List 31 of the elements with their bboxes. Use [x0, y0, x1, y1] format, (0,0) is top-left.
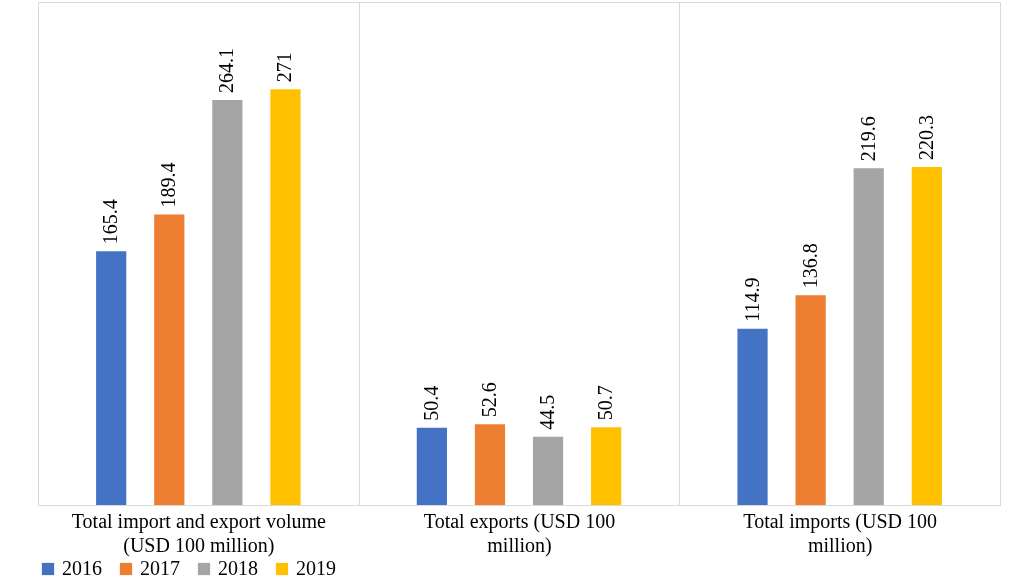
data-label: 271 — [273, 52, 296, 83]
bar — [270, 89, 301, 505]
data-label: 50.4 — [419, 385, 442, 421]
bar — [212, 99, 243, 505]
legend-label: 2017 — [140, 557, 180, 579]
bar — [96, 251, 127, 505]
x-tick-label: Total exports (USD 100 million) — [423, 509, 616, 557]
bar — [591, 427, 622, 505]
legend-label: 2018 — [218, 557, 258, 579]
bar — [853, 168, 884, 505]
bar — [474, 424, 506, 505]
data-label: 264.1 — [215, 47, 238, 93]
bar — [154, 214, 185, 505]
data-label: 44.5 — [536, 394, 559, 430]
data-label: 136.8 — [798, 243, 821, 289]
data-label: 189.4 — [157, 162, 180, 208]
legend-label: 2019 — [296, 557, 336, 579]
bar — [795, 295, 826, 505]
data-label: 114.9 — [740, 277, 763, 322]
data-label: 220.3 — [914, 115, 937, 161]
data-label: 219.6 — [856, 116, 879, 162]
bar — [911, 167, 942, 505]
x-tick-label: Total imports (USD 100 million) — [743, 509, 937, 557]
data-label: 50.7 — [594, 385, 617, 421]
bar — [416, 427, 447, 505]
bar — [737, 328, 768, 505]
bar — [532, 436, 564, 505]
x-tick-label: Total import and export volume (USD 100 million) — [71, 509, 326, 557]
data-label: 165.4 — [99, 199, 122, 245]
legend-label: 2016 — [62, 557, 102, 579]
data-label: 52.6 — [477, 382, 500, 418]
